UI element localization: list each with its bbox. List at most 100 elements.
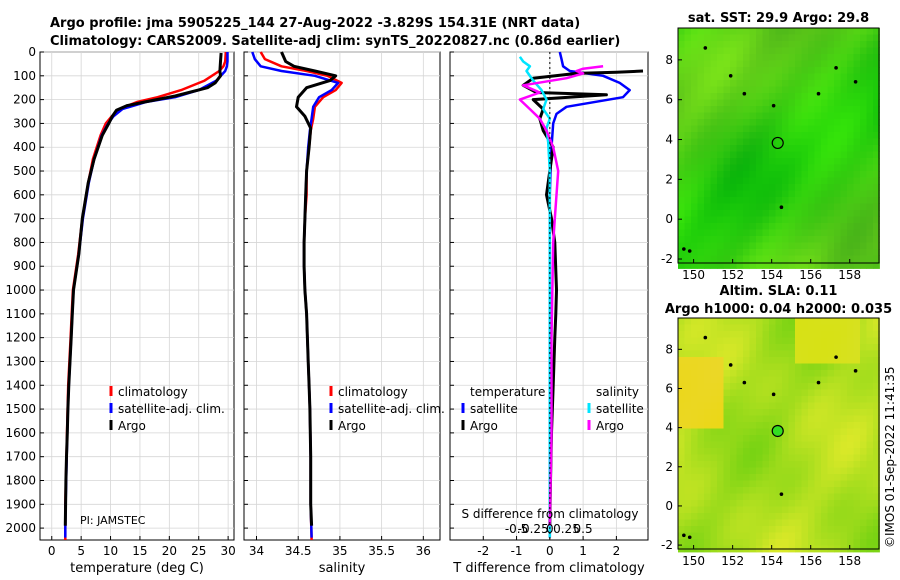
map-cell (814, 422, 822, 429)
map-cell (873, 480, 880, 488)
map-cell (847, 363, 854, 371)
map-cell (736, 125, 744, 133)
map-cell (756, 376, 763, 384)
map-cell (860, 435, 867, 442)
map-cell (710, 363, 718, 371)
map-cell (795, 203, 802, 211)
map-cell (866, 203, 874, 211)
map-cell (769, 125, 776, 133)
map-cell (853, 337, 861, 345)
lon-tick-label: 154 (760, 554, 783, 568)
map-cell (860, 357, 867, 364)
map-cell (710, 99, 718, 107)
map-cell (853, 171, 861, 178)
map-cell (697, 119, 705, 126)
map-cell (808, 106, 815, 113)
depth-tick-label: 1700 (5, 450, 36, 464)
map-cell (710, 125, 718, 133)
map-cell (704, 67, 711, 74)
map-cell (860, 216, 867, 224)
map-cell (749, 383, 757, 390)
map-cell (808, 158, 815, 165)
map-cell (678, 506, 685, 514)
map-cell (775, 171, 783, 178)
map-cell (769, 262, 776, 269)
map-cell (827, 60, 835, 68)
map-cell (756, 236, 763, 243)
map-cell (847, 255, 854, 263)
map-cell (821, 454, 828, 462)
map-cell (860, 480, 867, 488)
map-cell (834, 331, 841, 338)
map-cell (736, 203, 744, 211)
map-cell (866, 506, 874, 514)
map-cell (814, 93, 822, 100)
map-cell (827, 216, 835, 224)
map-cell (749, 396, 757, 403)
map-cell (795, 132, 802, 139)
map-cell (795, 249, 802, 256)
map-cell (853, 428, 861, 436)
map-cell (801, 73, 809, 81)
map-cell (762, 435, 770, 442)
map-cell (704, 337, 711, 345)
map-cell (743, 242, 750, 250)
map-cell (782, 324, 789, 332)
map-cell (769, 67, 776, 74)
map-cell (821, 216, 828, 224)
map-cell (808, 184, 815, 191)
map-cell (743, 337, 750, 345)
map-cell (808, 164, 815, 172)
map-cell (762, 467, 770, 475)
map-cell (782, 164, 789, 172)
map-cell (704, 119, 711, 126)
map-cell (769, 242, 776, 250)
map-cell (853, 145, 861, 152)
map-cell (749, 197, 757, 204)
map-cell (717, 112, 724, 120)
map-cell (704, 513, 711, 520)
map-cell (762, 344, 770, 351)
map-cell (717, 210, 724, 217)
map-cell (697, 389, 705, 397)
map-cell (756, 409, 763, 416)
x-tick-label: 2 (613, 544, 621, 558)
map-cell (775, 493, 783, 501)
map-cell (691, 370, 698, 377)
map-cell (840, 487, 848, 494)
map-cell (795, 493, 802, 501)
map-cell (808, 262, 815, 269)
map-cell (697, 461, 705, 468)
map-cell (866, 357, 874, 364)
map-cell (769, 506, 776, 514)
map-cell (873, 229, 880, 237)
map-cell (723, 216, 731, 224)
map-cell (684, 344, 692, 351)
map-cell (684, 435, 692, 442)
map-cell (866, 151, 874, 159)
map-cell (749, 34, 757, 42)
map-cell (782, 526, 789, 533)
map-cell (710, 41, 718, 48)
x-tick-label: -2 (477, 544, 489, 558)
map-cell (697, 539, 705, 546)
map-cell (684, 467, 692, 475)
map-cell (866, 467, 874, 475)
map-cell (782, 171, 789, 178)
map-cell (873, 461, 880, 468)
map-cell (743, 28, 750, 35)
map-cell (814, 409, 822, 416)
map-cell (743, 106, 750, 113)
map-cell (723, 454, 731, 462)
map-cell (827, 415, 835, 423)
map-cell (834, 151, 841, 159)
map-cell (678, 467, 685, 475)
map-cell (762, 428, 770, 436)
map-cell (873, 493, 880, 501)
map-cell (775, 93, 783, 100)
map-cell (704, 454, 711, 462)
map-cell (847, 318, 854, 325)
map-cell (788, 337, 796, 345)
map-cell (730, 138, 737, 146)
map-cell (684, 86, 692, 94)
